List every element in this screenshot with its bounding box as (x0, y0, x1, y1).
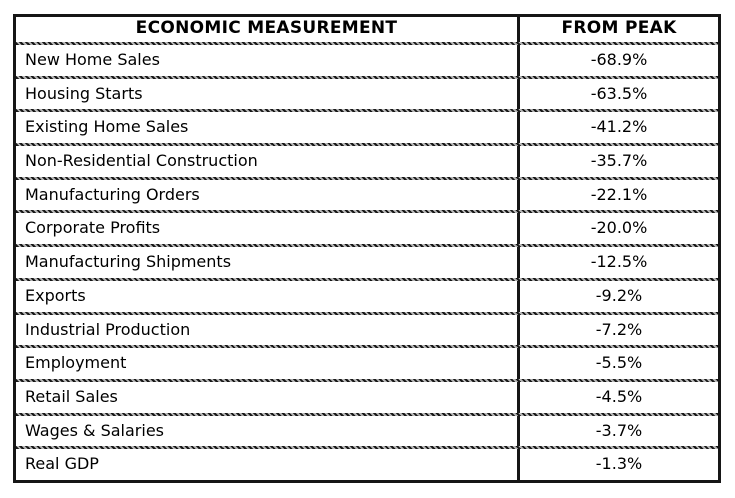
value-cell: -68.9% (590, 50, 648, 69)
value-cell: -9.2% (595, 285, 643, 305)
measurement-cell: New Home Sales (16, 45, 520, 76)
measurement-cell: Wages & Salaries (16, 415, 520, 447)
table-row: New Home Sales -68.9% (16, 42, 718, 76)
table-row: Non-Residential Construction -35.7% (16, 143, 718, 177)
table-row: Exports -9.2% (16, 277, 718, 312)
table-row: Wages & Salaries -3.7% (16, 412, 718, 447)
value-cell: -7.2% (595, 319, 643, 339)
value-cell: -3.7% (595, 420, 643, 440)
table-header-row: ECONOMIC MEASUREMENT FROM PEAK (16, 17, 718, 42)
measurement-cell: Exports (16, 280, 520, 312)
measurement-cell: Industrial Production (16, 314, 520, 346)
measurement-cell: Existing Home Sales (16, 112, 520, 144)
value-cell: -22.1% (590, 184, 648, 204)
table-row: Manufacturing Orders -22.1% (16, 176, 718, 211)
header-economic-measurement: ECONOMIC MEASUREMENT (16, 17, 520, 42)
economic-measurements-table: ECONOMIC MEASUREMENT FROM PEAK New Home … (13, 14, 721, 483)
table-row: Industrial Production -7.2% (16, 311, 718, 346)
table-row: Retail Sales -4.5% (16, 378, 718, 413)
value-cell: -5.5% (595, 353, 643, 373)
measurement-cell: Non-Residential Construction (16, 146, 520, 177)
value-cell: -4.5% (595, 386, 643, 406)
header-from-peak: FROM PEAK (561, 18, 677, 38)
table-row: Corporate Profits -20.0% (16, 210, 718, 245)
table-row: Manufacturing Shipments -12.5% (16, 244, 718, 278)
table-row: Existing Home Sales -41.2% (16, 109, 718, 144)
value-cell: -41.2% (590, 117, 648, 137)
table-row: Housing Starts -63.5% (16, 75, 718, 110)
measurement-cell: Real GDP (16, 449, 520, 480)
value-cell: -12.5% (590, 252, 648, 272)
value-cell: -63.5% (590, 83, 648, 103)
value-cell: -1.3% (595, 454, 643, 474)
measurement-cell: Employment (16, 348, 520, 379)
measurement-cell: Manufacturing Orders (16, 179, 520, 211)
measurement-cell: Manufacturing Shipments (16, 247, 520, 278)
value-cell: -20.0% (590, 218, 648, 238)
table-row: Employment -5.5% (16, 345, 718, 379)
value-cell: -35.7% (590, 151, 648, 171)
measurement-cell: Retail Sales (16, 381, 520, 413)
measurement-cell: Corporate Profits (16, 213, 520, 245)
measurement-cell: Housing Starts (16, 78, 520, 110)
table-row: Real GDP -1.3% (16, 446, 718, 480)
